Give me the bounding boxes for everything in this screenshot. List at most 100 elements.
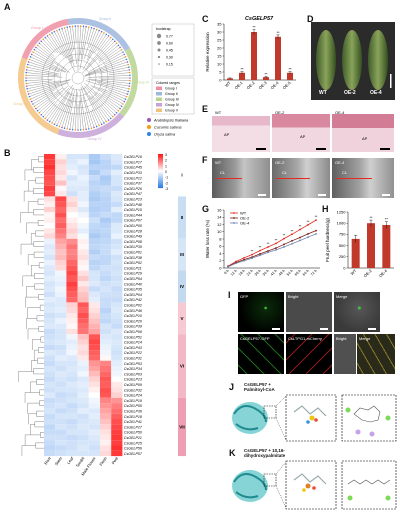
bar bbox=[275, 36, 281, 80]
heatmap-gene-label: CsGELP33 bbox=[124, 171, 142, 175]
tree-leaf-dot bbox=[119, 46, 121, 49]
heatmap-scale-step bbox=[158, 184, 163, 186]
heatmap-cell bbox=[44, 207, 56, 213]
heatmap-gene-label: CsGELP17 bbox=[124, 160, 143, 164]
tree-leaf-dot bbox=[85, 128, 87, 131]
heatmap-cell bbox=[111, 302, 123, 308]
panel-label-e: E bbox=[202, 104, 209, 114]
heatmap-cell bbox=[88, 185, 100, 192]
panel-label-a: A bbox=[4, 2, 11, 12]
peel-section-oe4: OE-4 AP bbox=[332, 108, 394, 152]
tree-branch bbox=[90, 110, 97, 127]
bar bbox=[227, 78, 233, 80]
heatmap-gene-label: CsGELP25 bbox=[124, 441, 142, 445]
heatmap-cell bbox=[44, 281, 56, 287]
heatmap-cell bbox=[100, 154, 112, 160]
tree-leaf-dot bbox=[111, 38, 114, 41]
heatmap-scale-step bbox=[158, 181, 163, 183]
heatmap-cell bbox=[77, 445, 89, 451]
heatmap-scale-step bbox=[158, 160, 163, 162]
heatmap-cell bbox=[77, 222, 89, 229]
heatmap-cell bbox=[44, 154, 56, 160]
significance-mark: ** bbox=[283, 234, 286, 238]
heatmap-scale-step bbox=[158, 158, 163, 160]
tree-leaf-dot bbox=[82, 128, 85, 131]
heatmap-cell bbox=[77, 212, 89, 218]
heatmap-cell bbox=[44, 196, 56, 202]
heatmap-cell bbox=[44, 222, 56, 229]
tree-leaf-dot bbox=[25, 74, 27, 77]
heatmap-cell bbox=[100, 196, 112, 202]
heatmap-gene-label: CsGELP42 bbox=[124, 298, 142, 302]
legend-marker bbox=[233, 212, 235, 214]
tree-leaf-dot bbox=[77, 25, 79, 27]
tree-leaf-dot bbox=[46, 119, 49, 121]
bootstrap-value: 0.60 bbox=[166, 42, 173, 46]
tree-leaf-dot bbox=[98, 29, 100, 32]
significance-mark: ** bbox=[251, 250, 254, 254]
heatmap-cell bbox=[88, 445, 100, 451]
tree-branch bbox=[87, 78, 130, 84]
tree-branch bbox=[26, 80, 52, 84]
heatmap-cell bbox=[111, 260, 123, 266]
heatmap-cell bbox=[100, 159, 112, 165]
merge-image: Merge bbox=[334, 292, 380, 332]
tree-branch bbox=[79, 100, 81, 130]
heatmap-scale-step bbox=[158, 167, 163, 169]
heatmap-cell bbox=[100, 191, 112, 197]
x-tick-label: WT bbox=[224, 80, 232, 88]
heatmap-scale-step bbox=[158, 172, 163, 174]
heatmap-cell bbox=[55, 217, 67, 223]
dendrogram-branch bbox=[18, 371, 34, 382]
tree-leaf-dot bbox=[107, 35, 110, 37]
series-point bbox=[251, 257, 253, 260]
heatmap-gene-label: CsGELP38 bbox=[124, 256, 142, 260]
fruit-label-oe2: OE-2 bbox=[344, 90, 356, 96]
tree-branch bbox=[72, 26, 77, 65]
y-tick-label: 5 bbox=[219, 69, 222, 74]
tree-branch bbox=[43, 87, 70, 117]
tree-branch bbox=[41, 100, 56, 115]
heatmap-cell bbox=[77, 419, 89, 425]
heatmap-cell bbox=[111, 334, 123, 340]
tree-leaf-dot bbox=[36, 109, 39, 112]
bright-image-2: Bright bbox=[334, 334, 356, 374]
x-tick-label: OE-3 bbox=[258, 80, 269, 91]
tree-leaf-dot bbox=[122, 51, 124, 53]
dendrogram-branch bbox=[34, 349, 39, 361]
tree-branch bbox=[31, 54, 67, 73]
tree-leaf-dot bbox=[58, 125, 61, 128]
series-point bbox=[291, 233, 293, 236]
heatmap-cell bbox=[88, 265, 100, 271]
heatmap-cell bbox=[44, 201, 56, 207]
tree-branch bbox=[30, 81, 69, 100]
heatmap-cell bbox=[77, 191, 89, 197]
tree-inner-ring bbox=[47, 47, 109, 109]
heatmap-cell bbox=[44, 408, 56, 414]
dendrogram-branch bbox=[21, 445, 36, 457]
heatmap-cell bbox=[111, 233, 123, 239]
heatmap-gene-label: CsGELP56 bbox=[124, 447, 142, 451]
heatmap-cell bbox=[100, 275, 112, 282]
tree-branch bbox=[67, 96, 75, 129]
significance-mark: ** bbox=[267, 242, 270, 246]
heatmap-cell bbox=[44, 313, 56, 319]
chart-peel-hardness: 0 250 500 750 1000 1250 WT ** OE-2 ** OE-4 Fruit pe… bbox=[325, 209, 394, 278]
heatmap-scale-step bbox=[158, 157, 163, 159]
gfp-image: GFP bbox=[238, 292, 284, 332]
heatmap-cell bbox=[44, 217, 56, 223]
significance-mark: ** bbox=[385, 217, 389, 222]
heatmap-cell bbox=[111, 270, 123, 276]
tree-branch bbox=[108, 69, 130, 74]
heatmap-cell bbox=[66, 302, 78, 308]
tree-leaf-dot bbox=[109, 36, 112, 39]
heatmap-cell bbox=[55, 355, 67, 361]
tree-leaf-dot bbox=[128, 66, 130, 68]
heatmap-cell bbox=[77, 175, 89, 181]
heatmap-group-bar bbox=[178, 238, 186, 271]
panel-label-g: G bbox=[202, 204, 210, 214]
y-tick-label: 20 bbox=[217, 45, 222, 50]
group-name: Group I bbox=[165, 87, 177, 91]
y-tick-label: 30 bbox=[217, 29, 222, 34]
heatmap-cell bbox=[66, 429, 78, 435]
